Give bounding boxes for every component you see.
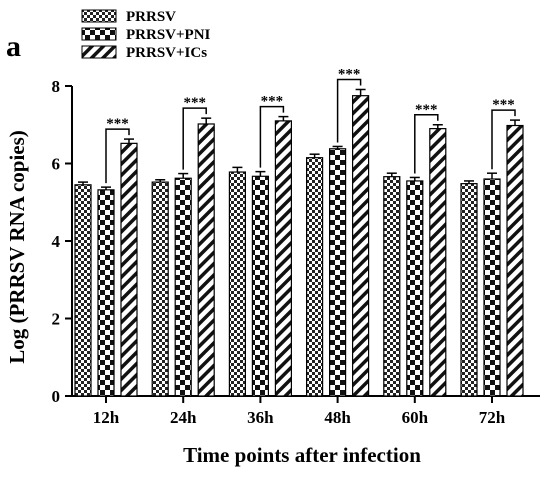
bar xyxy=(460,183,478,397)
legend-swatch-prrsv-pni xyxy=(81,27,117,41)
legend-label-prrsv-ics: PRRSV+ICs xyxy=(126,45,207,61)
x-tick-label: 12h xyxy=(93,408,120,427)
bar xyxy=(174,177,192,397)
significance-label: *** xyxy=(338,66,361,82)
x-ticks: 12h 24h 36h 48h 60h 72h xyxy=(93,396,506,427)
bar xyxy=(228,171,246,397)
significance-bracket xyxy=(105,128,130,184)
bar xyxy=(329,148,347,397)
y-tick-label: 2 xyxy=(52,310,61,329)
y-ticks: 0 2 4 6 8 xyxy=(52,77,72,406)
legend-swatch-prrsv-ics xyxy=(81,45,117,59)
panel-label: a xyxy=(6,30,21,63)
bar xyxy=(74,184,92,397)
bar xyxy=(306,157,324,397)
significance-bracket xyxy=(414,114,439,174)
y-tick-label: 6 xyxy=(52,155,61,174)
x-axis-title: Time points after infection xyxy=(183,443,421,467)
bars: *** *** *** *** *** *** xyxy=(74,66,524,397)
significance-label: *** xyxy=(415,102,438,118)
bar xyxy=(383,176,401,397)
legend-label-prrsv: PRRSV xyxy=(126,9,176,25)
bar xyxy=(120,142,138,397)
y-tick-label: 4 xyxy=(52,232,61,251)
bar xyxy=(506,124,524,397)
legend-label-prrsv-pni: PRRSV+PNI xyxy=(126,27,211,43)
bar xyxy=(197,123,215,397)
bar xyxy=(251,175,269,397)
significance-bracket xyxy=(336,78,362,143)
significance-label: *** xyxy=(261,94,284,110)
legend: PRRSV PRRSV+PNI PRRSV+ICs xyxy=(81,9,211,61)
bar xyxy=(429,128,447,397)
significance-label: *** xyxy=(492,97,515,113)
significance-bracket xyxy=(182,107,207,170)
x-tick-label: 24h xyxy=(170,408,197,427)
bar xyxy=(151,181,169,397)
significance-label: *** xyxy=(183,95,206,111)
bar xyxy=(97,189,115,397)
bar xyxy=(274,120,292,397)
x-tick-label: 48h xyxy=(324,408,351,427)
y-tick-label: 0 xyxy=(52,387,61,406)
legend-swatch-prrsv xyxy=(81,9,117,23)
x-tick-label: 72h xyxy=(479,408,506,427)
y-tick-label: 8 xyxy=(52,77,61,96)
x-tick-label: 60h xyxy=(402,408,429,427)
x-tick-label: 36h xyxy=(247,408,274,427)
significance-bracket xyxy=(259,105,285,168)
significance-bracket xyxy=(491,109,516,170)
significance-label: *** xyxy=(106,116,129,132)
bar xyxy=(406,180,424,397)
bar xyxy=(352,95,370,397)
y-axis-title: Log (PRRSV RNA copies) xyxy=(5,130,29,364)
bar xyxy=(483,178,501,397)
